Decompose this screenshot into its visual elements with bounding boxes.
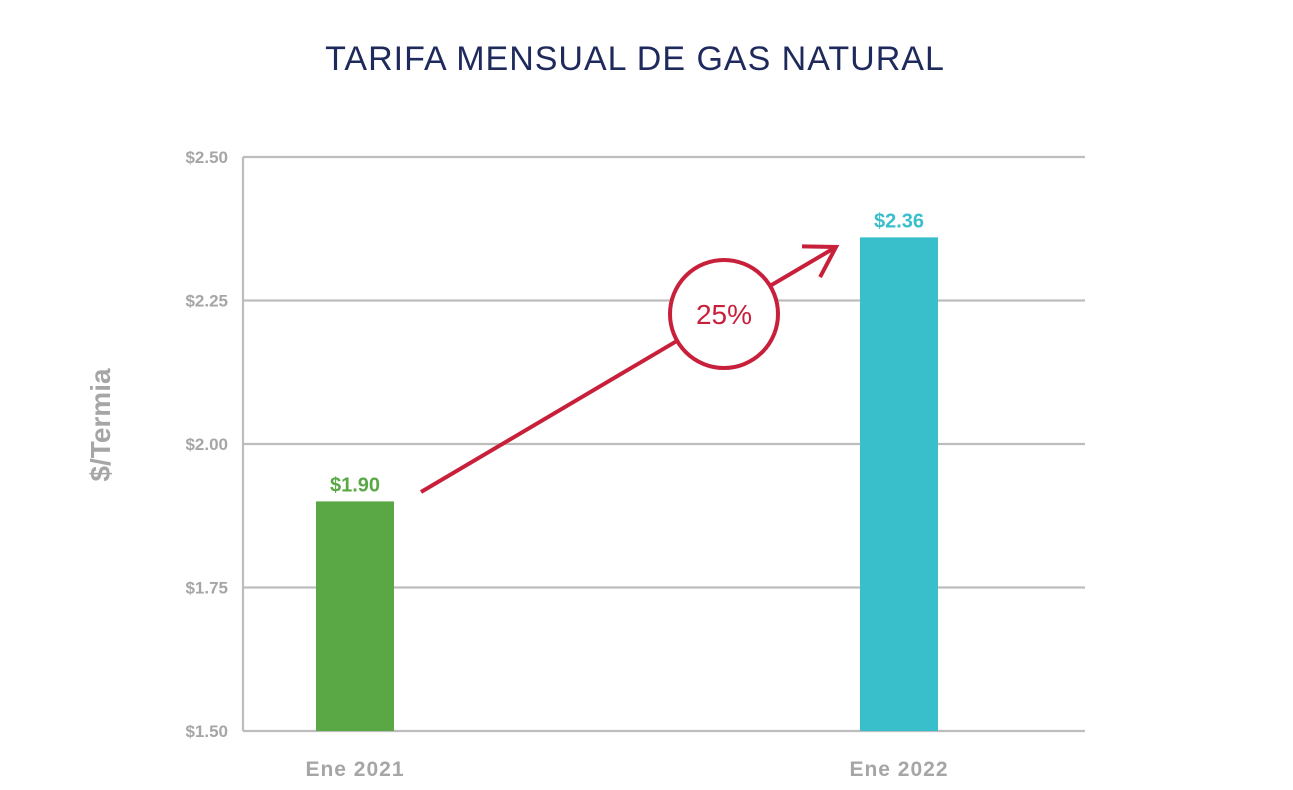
bar-data-label: $2.36 (874, 210, 924, 232)
chart-title: TARIFA MENSUAL DE GAS NATURAL (325, 40, 945, 78)
bar (316, 501, 394, 731)
percentage-circle (668, 258, 780, 370)
arrowhead-icon (801, 244, 840, 278)
y-tick-labels: $1.50 $1.75 $2.00 $2.25 $2.50 (185, 148, 228, 741)
bars (316, 237, 938, 732)
percentage-label: 25% (696, 299, 752, 330)
data-labels: $1.90 $2.36 (330, 210, 924, 496)
y-axis-label: $/Termia (85, 368, 116, 482)
arrow-shaft (419, 339, 679, 494)
increase-annotation: 25% (419, 244, 840, 494)
bar-data-label: $1.90 (330, 474, 380, 496)
y-tick-label: $2.00 (185, 435, 228, 454)
y-tick-label: $1.75 (185, 579, 228, 598)
x-tick-label: Ene 2021 (305, 758, 404, 781)
y-tick-label: $1.50 (185, 722, 228, 741)
y-tick-label: $2.50 (185, 148, 228, 167)
y-tick-label: $2.25 (185, 292, 228, 311)
arrow-shaft (769, 245, 838, 288)
bar (860, 237, 938, 732)
x-tick-label: Ene 2022 (849, 758, 948, 781)
x-tick-labels: Ene 2021 Ene 2022 (305, 758, 948, 781)
